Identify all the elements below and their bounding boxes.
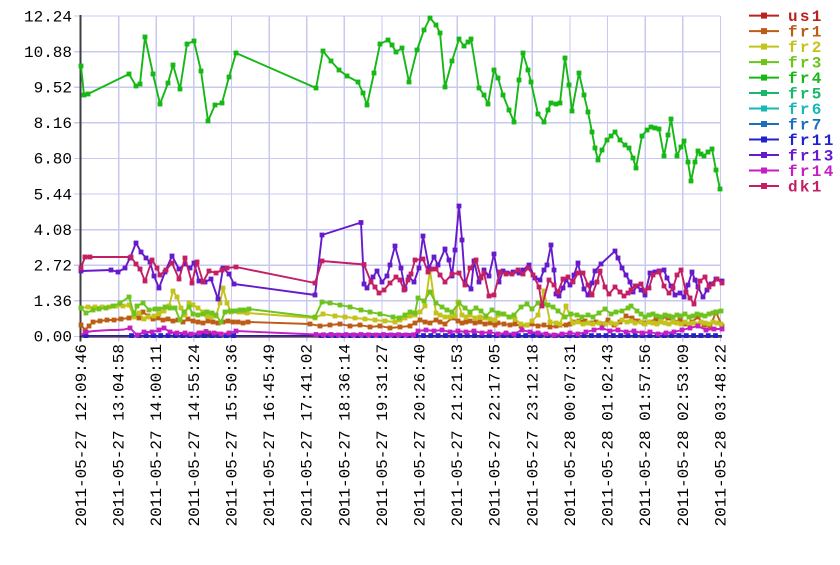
- svg-text:0.00: 0.00: [34, 329, 72, 347]
- svg-text:2011-05-27 23:12:18: 2011-05-27 23:12:18: [524, 344, 542, 526]
- svg-text:2011-05-28 00:07:31: 2011-05-28 00:07:31: [562, 344, 580, 526]
- svg-text:fr6: fr6: [788, 101, 824, 119]
- svg-text:2011-05-27 12:09:46: 2011-05-27 12:09:46: [73, 344, 91, 526]
- svg-text:2011-05-27 17:41:02: 2011-05-27 17:41:02: [299, 344, 317, 526]
- svg-text:2011-05-27 13:04:58: 2011-05-27 13:04:58: [111, 344, 129, 526]
- svg-text:2011-05-28 03:48:22: 2011-05-28 03:48:22: [712, 344, 730, 526]
- svg-text:2011-05-27 15:50:36: 2011-05-27 15:50:36: [223, 344, 241, 526]
- svg-text:dk1: dk1: [788, 178, 824, 196]
- svg-text:12.24: 12.24: [24, 8, 72, 26]
- svg-text:2011-05-27 20:26:40: 2011-05-27 20:26:40: [412, 344, 430, 526]
- svg-text:2011-05-27 14:55:24: 2011-05-27 14:55:24: [186, 344, 204, 526]
- svg-text:fr3: fr3: [788, 55, 824, 73]
- svg-text:2011-05-28 01:02:43: 2011-05-28 01:02:43: [600, 344, 618, 526]
- svg-text:10.88: 10.88: [24, 44, 72, 62]
- svg-text:fr1: fr1: [788, 24, 824, 42]
- svg-text:6.80: 6.80: [34, 151, 72, 169]
- svg-text:2011-05-27 22:17:05: 2011-05-27 22:17:05: [487, 344, 505, 526]
- svg-text:2011-05-28 01:57:56: 2011-05-28 01:57:56: [637, 344, 655, 526]
- svg-text:fr14: fr14: [788, 163, 836, 181]
- svg-text:4.08: 4.08: [34, 222, 72, 240]
- svg-text:2011-05-27 18:36:14: 2011-05-27 18:36:14: [336, 344, 354, 526]
- svg-text:2011-05-27 16:45:49: 2011-05-27 16:45:49: [261, 344, 279, 526]
- svg-text:us1: us1: [788, 8, 824, 26]
- svg-text:1.36: 1.36: [34, 293, 72, 311]
- svg-text:9.52: 9.52: [34, 80, 72, 98]
- svg-text:fr7: fr7: [788, 116, 824, 134]
- svg-text:8.16: 8.16: [34, 115, 72, 133]
- svg-text:2011-05-28 02:53:09: 2011-05-28 02:53:09: [675, 344, 693, 526]
- svg-text:2011-05-27 14:00:11: 2011-05-27 14:00:11: [148, 344, 166, 526]
- svg-text:fr2: fr2: [788, 39, 824, 57]
- svg-text:fr11: fr11: [788, 132, 836, 150]
- svg-text:5.44: 5.44: [34, 186, 72, 204]
- svg-text:fr4: fr4: [788, 70, 824, 88]
- svg-text:2011-05-27 19:31:27: 2011-05-27 19:31:27: [374, 344, 392, 526]
- svg-text:2011-05-27 21:21:53: 2011-05-27 21:21:53: [449, 344, 467, 526]
- svg-text:2.72: 2.72: [34, 258, 72, 276]
- svg-text:fr5: fr5: [788, 86, 824, 104]
- svg-text:fr13: fr13: [788, 147, 836, 165]
